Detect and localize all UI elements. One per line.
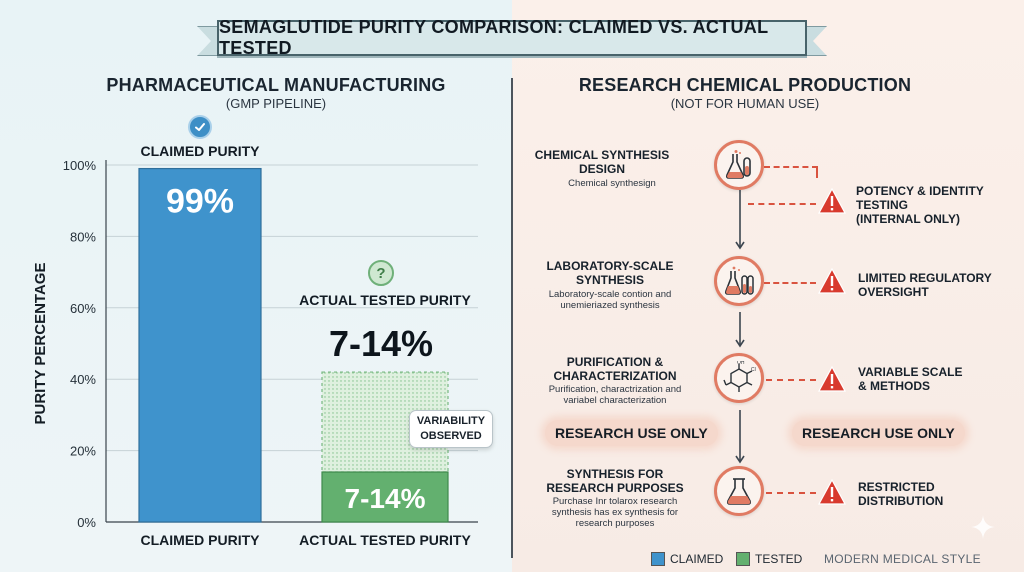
flask-icon	[714, 466, 764, 516]
step-4-desc-line-3: research purposes	[575, 518, 655, 529]
purity-bar-chart: 0% 20% 40% 60% 80% 100% PURITY PERCENTAGE 99% CL…	[32, 158, 478, 548]
research-use-only-badge-left: RESEARCH USE ONLY	[545, 420, 718, 446]
page-title: SEMAGLUTIDE PURITY COMPARISON: CLAIMED V…	[219, 17, 769, 58]
right-section-title: RESEARCH CHEMICAL PRODUCTION	[578, 75, 912, 95]
right-section-subtitle: (NOT FOR HUMAN USE)	[670, 96, 820, 111]
step-4-desc-line-2: synthesis has ex synthesis for	[551, 507, 679, 518]
step-4-title-line-1: SYNTHESIS FOR	[566, 467, 664, 481]
bar-tested	[321, 471, 449, 523]
step-4-desc-line-1: Purchase Inr tolarox research	[552, 496, 678, 507]
warning-icon	[818, 188, 846, 214]
legend-claimed: CLAIMED	[651, 552, 723, 566]
step-1-dash-h2	[748, 203, 816, 205]
step-4-desc: Purchase Inr tolarox research synthesis …	[535, 496, 695, 529]
panel-divider	[511, 78, 513, 558]
lab-glassware-icon	[714, 256, 764, 306]
flask-beakers-icon	[714, 140, 764, 190]
svg-text:Cl: Cl	[751, 367, 756, 373]
legend-claimed-swatch	[651, 552, 665, 566]
warning-2-line-1: LIMITED REGULATORY	[858, 271, 992, 285]
warning-1-line-2: TESTING	[856, 198, 909, 212]
warning-3-text: VARIABLE SCALE & METHODS	[858, 365, 962, 393]
y-tick-label: 100%	[63, 158, 97, 173]
step-1-dash-v	[816, 166, 818, 178]
right-panel-background	[512, 0, 1024, 572]
warning-3-line-1: VARIABLE SCALE	[858, 365, 963, 379]
warning-1-line-3: (INTERNAL ONLY)	[856, 212, 961, 226]
legend-claimed-label: CLAIMED	[670, 552, 724, 566]
y-tick-label: 40%	[70, 372, 96, 387]
step-3-title-line-2: CHARACTERIZATION	[553, 369, 677, 383]
claimed-purity-label: CLAIMED PURITY	[140, 143, 260, 159]
title-banner: SEMAGLUTIDE PURITY COMPARISON: CLAIMED V…	[197, 17, 827, 60]
step-2-title-line-1: LABORATORY-SCALE	[546, 259, 674, 273]
warning-2-text: LIMITED REGULATORY OVERSIGHT	[858, 271, 992, 299]
step-2-desc-line-1: Laboratory-scale contion and	[548, 289, 672, 300]
step-4-title-line-2: RESEARCH PURPOSES	[546, 481, 684, 495]
step-1-dash-h	[764, 166, 818, 168]
step-2-desc-line-2: unemieriazed synthesis	[560, 300, 660, 311]
x-category-label: ACTUAL TESTED PURITY	[299, 532, 471, 548]
step-1-title: CHEMICAL SYNTHESIS DESIGN	[532, 148, 672, 176]
bar-value-label: 7-14%	[345, 483, 426, 514]
check-icon	[188, 115, 212, 139]
step-3-desc-line-2: variabel characterization	[563, 395, 667, 406]
sparkle-icon	[971, 515, 995, 539]
step-4-dash	[766, 492, 816, 494]
left-section-title: PHARMACEUTICAL MANUFACTURING	[106, 75, 446, 95]
variability-badge: VARIABILITY OBSERVED	[409, 410, 493, 448]
banner-box: SEMAGLUTIDE PURITY COMPARISON: CLAIMED V…	[217, 17, 807, 58]
step-3-desc: Purification, charactrization and variab…	[535, 384, 695, 406]
actual-tested-purity-label: ACTUAL TESTED PURITY	[299, 292, 471, 308]
y-axis-label: PURITY PERCENTAGE	[32, 263, 49, 425]
warning-4-text: RESTRICTED DISTRIBUTION	[858, 480, 943, 508]
warning-4-line-1: RESTRICTED	[858, 480, 935, 494]
variability-line-2: OBSERVED	[420, 430, 482, 442]
question-icon: ?	[368, 260, 394, 286]
step-2-dash	[764, 282, 816, 284]
step-4-title: SYNTHESIS FOR RESEARCH PURPOSES	[545, 467, 685, 495]
warning-1-line-1: POTENCY & IDENTITY	[856, 184, 984, 198]
step-3-title-line-1: PURIFICATION &	[566, 355, 664, 369]
step-3-desc-line-1: Purification, charactrization and	[548, 384, 682, 395]
molecule-icon: OH Cl	[714, 353, 764, 403]
step-1-title-line-1: CHEMICAL SYNTHESIS	[534, 148, 670, 162]
step-1-title-line-2: DESIGN	[578, 162, 625, 176]
warning-1-text: POTENCY & IDENTITY TESTING (INTERNAL ONL…	[856, 184, 984, 226]
warning-4-line-2: DISTRIBUTION	[858, 494, 944, 508]
step-2-title-line-2: SYNTHESIS	[575, 273, 644, 287]
step-1-desc: Chemical synthesign	[568, 178, 656, 189]
y-tick-label: 20%	[70, 444, 96, 459]
step-2-title: LABORATORY-SCALE SYNTHESIS	[540, 259, 680, 287]
legend-tested-label: TESTED	[755, 552, 803, 566]
style-note: MODERN MEDICAL STYLE	[824, 552, 981, 566]
step-3-title: PURIFICATION & CHARACTERIZATION	[545, 355, 685, 383]
research-use-only-badge-right: RESEARCH USE ONLY	[792, 420, 965, 446]
y-tick-label: 0%	[77, 515, 96, 530]
warning-3-line-2: & METHODS	[858, 379, 930, 393]
svg-text:OH: OH	[737, 361, 745, 366]
y-tick-label: 80%	[70, 229, 96, 244]
flow-connector	[735, 190, 745, 464]
y-tick-label: 60%	[70, 301, 96, 316]
legend-tested-swatch	[736, 552, 750, 566]
legend-tested: TESTED	[736, 552, 802, 566]
left-section-subtitle: (GMP PIPELINE)	[225, 96, 327, 111]
step-3-dash	[766, 379, 816, 381]
variability-line-1: VARIABILITY	[416, 415, 486, 427]
warning-icon	[818, 268, 846, 294]
warning-icon	[818, 479, 846, 505]
bar-claimed	[138, 167, 262, 523]
warning-icon	[818, 366, 846, 392]
warning-2-line-2: OVERSIGHT	[858, 285, 929, 299]
actual-purity-range-value: 7-14%	[329, 323, 434, 364]
x-category-label: CLAIMED PURITY	[141, 532, 261, 548]
step-2-desc: Laboratory-scale contion and unemieriaze…	[530, 289, 690, 311]
bar-value-label: 99%	[166, 183, 234, 221]
